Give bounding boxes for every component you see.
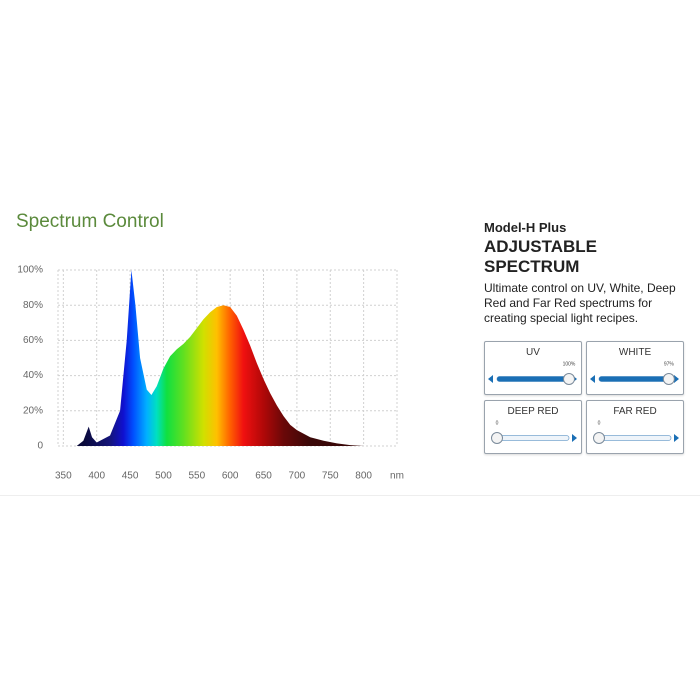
- y-tick-label: 20%: [23, 405, 43, 416]
- slider[interactable]: 0: [485, 419, 581, 451]
- chart: 0 20% 40% 60% 80% 100% 350 400 450 500 550 600 650 70…: [17, 265, 404, 482]
- slider-card: WHITE 97%: [586, 341, 684, 395]
- y-tick-label: 80%: [23, 300, 43, 311]
- x-tick-label: 450: [122, 471, 139, 482]
- slider-label: UV: [526, 347, 540, 358]
- slider-thumb: [491, 432, 503, 444]
- slider-card: UV 100%: [484, 341, 582, 395]
- info-panel: Model-H Plus ADJUSTABLE SPECTRUM Ultimat…: [484, 220, 696, 326]
- model-name: Model-H Plus: [484, 220, 567, 235]
- arrow-left: [590, 375, 595, 383]
- x-tick-label: 800: [355, 471, 372, 482]
- x-unit: nm: [390, 471, 404, 482]
- slider-fill: [599, 376, 669, 382]
- slider-value: 0: [598, 420, 601, 426]
- description: Ultimate control on UV, White, Deep Red …: [484, 281, 676, 325]
- slider[interactable]: 100%: [485, 360, 581, 392]
- heading: ADJUSTABLE SPECTRUM: [484, 237, 598, 276]
- slider-thumb: [593, 432, 605, 444]
- x-tick-label: 700: [289, 471, 306, 482]
- slider-thumb: [563, 373, 575, 385]
- x-tick-label: 350: [55, 471, 72, 482]
- divider: [0, 495, 700, 496]
- arrow-right: [674, 375, 679, 383]
- slider-value: 100%: [563, 361, 576, 367]
- chart-title: Spectrum Control: [16, 211, 164, 232]
- slider-fill: [497, 376, 569, 382]
- slider[interactable]: 97%: [587, 360, 683, 392]
- slider-track: [598, 435, 672, 441]
- y-tick-label: 40%: [23, 370, 43, 381]
- arrow-right: [572, 434, 577, 442]
- arrow-right: [674, 434, 679, 442]
- slider-card: DEEP RED 0: [484, 400, 582, 454]
- x-tick-label: 550: [188, 471, 205, 482]
- arrow-left: [488, 375, 493, 383]
- x-tick-label: 500: [155, 471, 172, 482]
- slider-value: 97%: [664, 361, 675, 367]
- slider-value: 0: [496, 420, 499, 426]
- slider-label: FAR RED: [613, 406, 657, 417]
- x-tick-label: 600: [222, 471, 239, 482]
- slider[interactable]: 0: [587, 419, 683, 451]
- spectrum-area: [76, 270, 364, 446]
- slider-thumb: [662, 373, 675, 385]
- y-tick-label: 0: [37, 441, 43, 452]
- x-tick-label: 750: [322, 471, 339, 482]
- slider-label: DEEP RED: [507, 406, 559, 417]
- slider-label: WHITE: [618, 347, 652, 358]
- x-tick-label: 650: [255, 471, 272, 482]
- slider-card: FAR RED 0: [586, 400, 684, 454]
- slider-track: [496, 435, 570, 441]
- x-tick-label: 400: [88, 471, 105, 482]
- y-tick-label: 60%: [23, 335, 43, 346]
- y-tick-label: 100%: [17, 265, 43, 276]
